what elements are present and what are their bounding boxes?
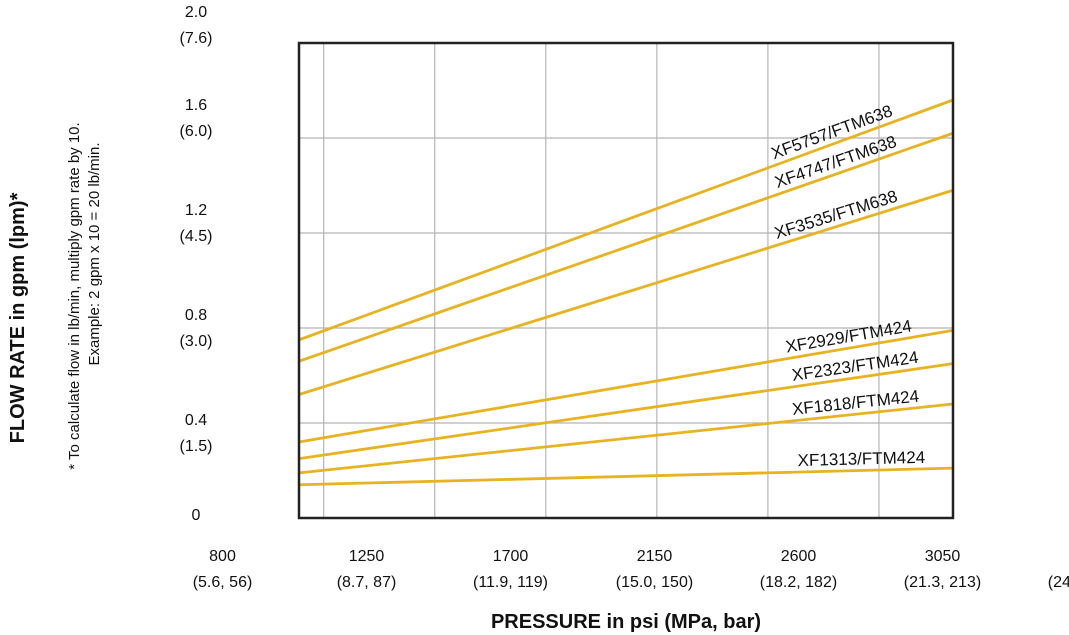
y-tick-label: 0.4 <box>185 412 207 429</box>
series-line <box>298 466 954 487</box>
y-axis-title: FLOW RATE in gpm (lpm)* <box>7 192 29 443</box>
series-line <box>298 328 954 444</box>
x-tick-sublabel: (24.5, 245) <box>1048 574 1069 591</box>
x-tick-sublabel: (8.7, 87) <box>337 574 397 591</box>
y-tick-sublabel: (6.0) <box>180 123 213 140</box>
x-tick-sublabel: (21.3, 213) <box>904 574 981 591</box>
y-tick-label: 1.6 <box>185 97 207 114</box>
series-line <box>298 402 954 475</box>
x-tick-label: 1250 <box>349 548 385 565</box>
y-tick-label: 0.8 <box>185 307 207 324</box>
series-lines <box>298 98 954 487</box>
footnote-line-2: Example: 2 gpm x 10 = 20 lb/min. <box>86 142 103 365</box>
x-tick-label: 2600 <box>781 548 817 565</box>
x-tick-sublabel: (18.2, 182) <box>760 574 837 591</box>
series-label: XF1313/FTM424 <box>797 448 925 470</box>
x-tick-sublabel: (15.0, 150) <box>616 574 693 591</box>
series-line <box>298 188 954 396</box>
x-tick-label: 800 <box>209 548 236 565</box>
y-tick-label: 0 <box>192 507 201 524</box>
y-tick-sublabel: (1.5) <box>180 438 213 455</box>
y-axis-ticks: 0 0.4 (1.5) 0.8 (3.0) 1.2 (4.5) 1.6 (6.0) 2.0 (7.6… <box>180 4 213 524</box>
x-tick-label: 3050 <box>925 548 961 565</box>
series-line <box>298 98 954 342</box>
y-tick-sublabel: (3.0) <box>180 333 213 350</box>
plot-frame <box>297 41 955 520</box>
x-axis-ticks: 800 (5.6, 56) 1250 (8.7, 87) 1700 (11.9, 119)… <box>193 548 1069 591</box>
footnote-line-1: * To calculate flow in lb/min, multiply … <box>66 122 83 469</box>
series-line <box>298 131 954 363</box>
x-tick-sublabel: (11.9, 119) <box>473 574 548 591</box>
y-tick-sublabel: (4.5) <box>180 228 213 245</box>
x-tick-label: 1700 <box>493 548 529 565</box>
y-tick-label: 1.2 <box>185 202 207 219</box>
x-tick-label: 2150 <box>637 548 673 565</box>
y-tick-label: 2.0 <box>185 4 207 21</box>
x-axis-title: PRESSURE in psi (MPa, bar) <box>491 611 761 633</box>
x-tick-sublabel: (5.6, 56) <box>193 574 253 591</box>
y-tick-sublabel: (7.6) <box>180 30 213 47</box>
series-line <box>298 362 954 461</box>
grid <box>299 43 953 518</box>
